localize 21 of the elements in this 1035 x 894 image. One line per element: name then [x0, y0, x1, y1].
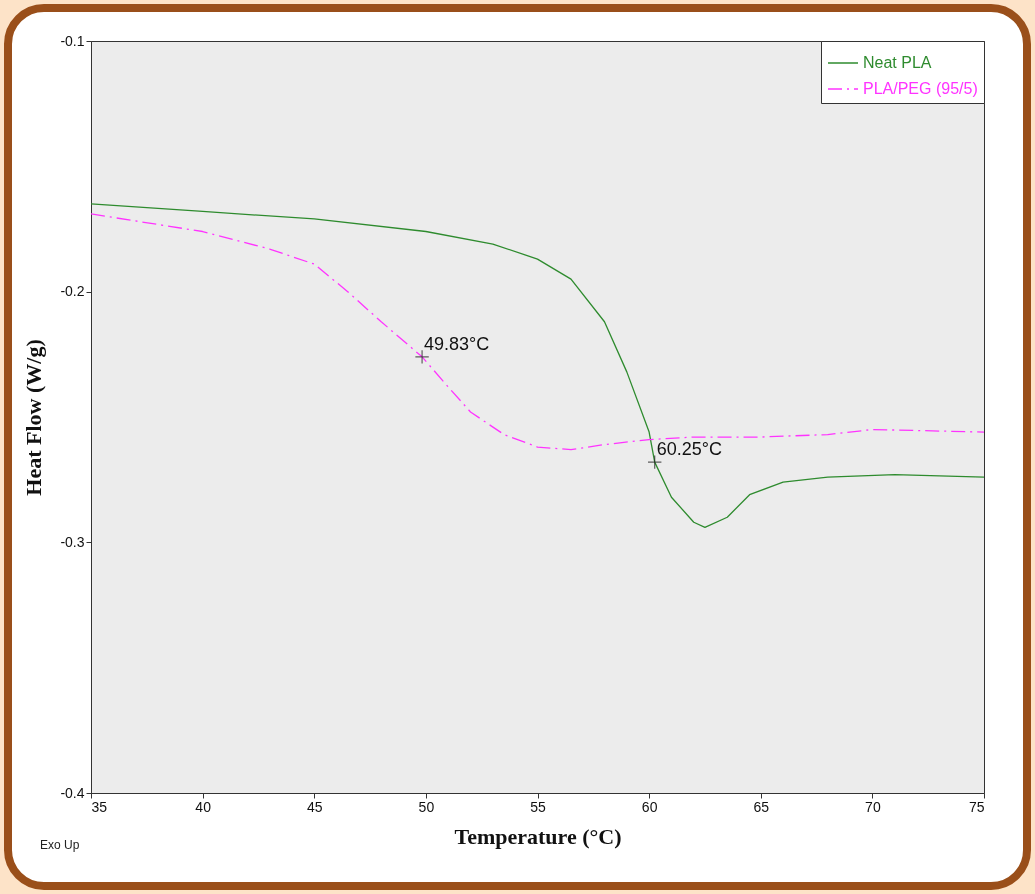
x-tick-label: 75 — [968, 798, 985, 815]
text: Exo Up — [40, 838, 80, 852]
x-tick-label: 35 — [91, 798, 108, 815]
y-tick-label: -0.1 — [60, 32, 85, 49]
x-tick-label: 45 — [306, 798, 323, 815]
x-tick-label: 40 — [195, 798, 212, 815]
legend-label: Neat PLA — [863, 54, 932, 71]
y-tick-label: -0.4 — [60, 784, 85, 801]
y-tick-label: -0.2 — [60, 283, 85, 300]
x-tick-label: 60 — [641, 798, 658, 815]
x-tick-label: 55 — [530, 798, 546, 815]
line-series — [91, 203, 984, 528]
x-tick-label: 65 — [753, 798, 770, 815]
annotation: 49.83°C — [424, 333, 490, 354]
y-tick-label: -0.3 — [60, 533, 85, 550]
x-tick-label: 70 — [865, 798, 881, 815]
y-axis-title: Heat Flow (W/g) — [21, 339, 47, 496]
legend-label: PLA/PEG (95/5) — [863, 80, 978, 97]
x-tick-label: 50 — [418, 798, 435, 815]
x-axis-title: Temperature (°C) — [454, 823, 622, 849]
annotation: 60.25°C — [656, 439, 722, 460]
